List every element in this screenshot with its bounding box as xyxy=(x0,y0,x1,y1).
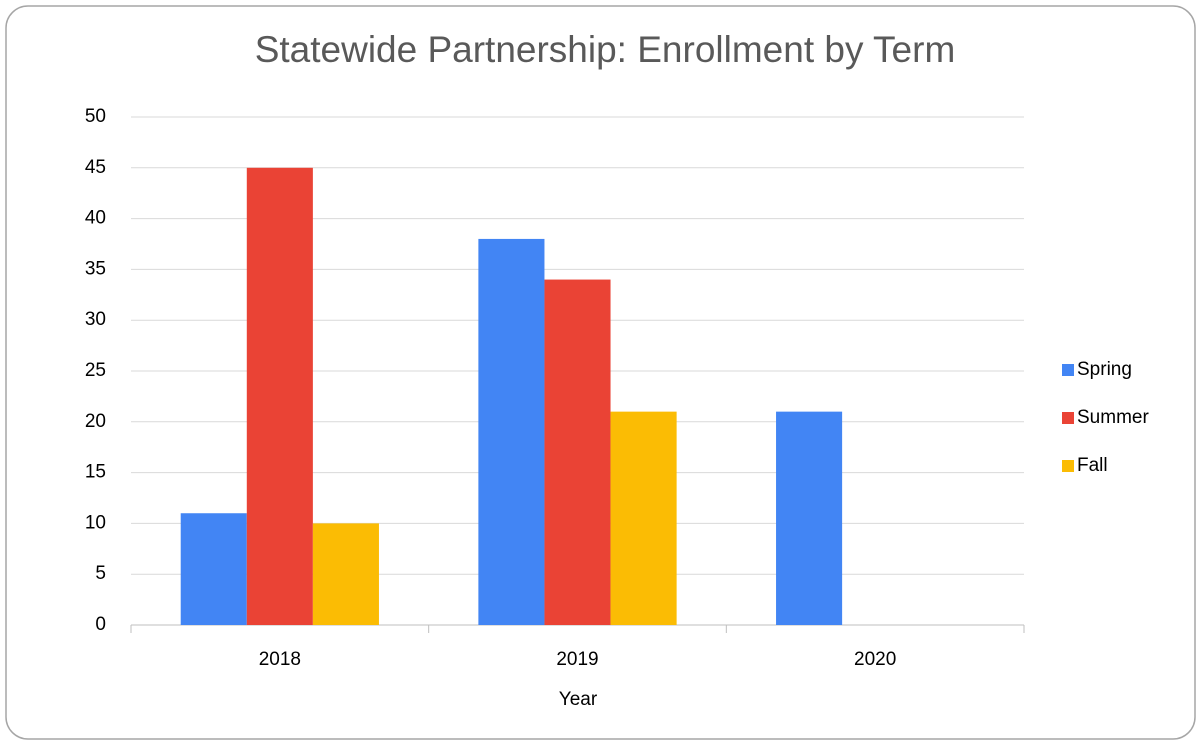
y-tick-label: 20 xyxy=(85,411,106,432)
y-tick-label: 15 xyxy=(85,462,106,483)
bar xyxy=(312,523,379,625)
x-axis-label: Year xyxy=(559,689,598,710)
y-tick-label: 40 xyxy=(85,208,106,229)
legend-label: Spring xyxy=(1077,359,1132,380)
y-tick-label: 35 xyxy=(85,258,106,279)
bar xyxy=(478,238,545,626)
y-tick-label: 50 xyxy=(85,106,106,127)
y-tick-label: 45 xyxy=(85,157,106,178)
bar xyxy=(246,167,313,626)
y-tick-label: 30 xyxy=(85,309,106,330)
y-tick-label: 5 xyxy=(95,563,106,584)
chart-title: Statewide Partnership: Enrollment by Ter… xyxy=(255,29,956,70)
legend-label: Summer xyxy=(1077,407,1149,428)
x-tick-label: 2020 xyxy=(854,649,896,670)
bar xyxy=(544,279,611,625)
y-tick-label: 10 xyxy=(85,512,106,533)
legend-label: Fall xyxy=(1077,455,1108,476)
legend-swatch xyxy=(1062,412,1074,424)
legend-swatch xyxy=(1062,460,1074,472)
legend-swatch xyxy=(1062,364,1074,376)
bar xyxy=(180,513,247,625)
x-tick-label: 2018 xyxy=(259,649,301,670)
x-tick-label: 2019 xyxy=(556,649,598,670)
bar xyxy=(776,411,843,625)
y-tick-label: 25 xyxy=(85,360,106,381)
y-tick-label: 0 xyxy=(95,614,106,635)
bar xyxy=(610,411,677,625)
